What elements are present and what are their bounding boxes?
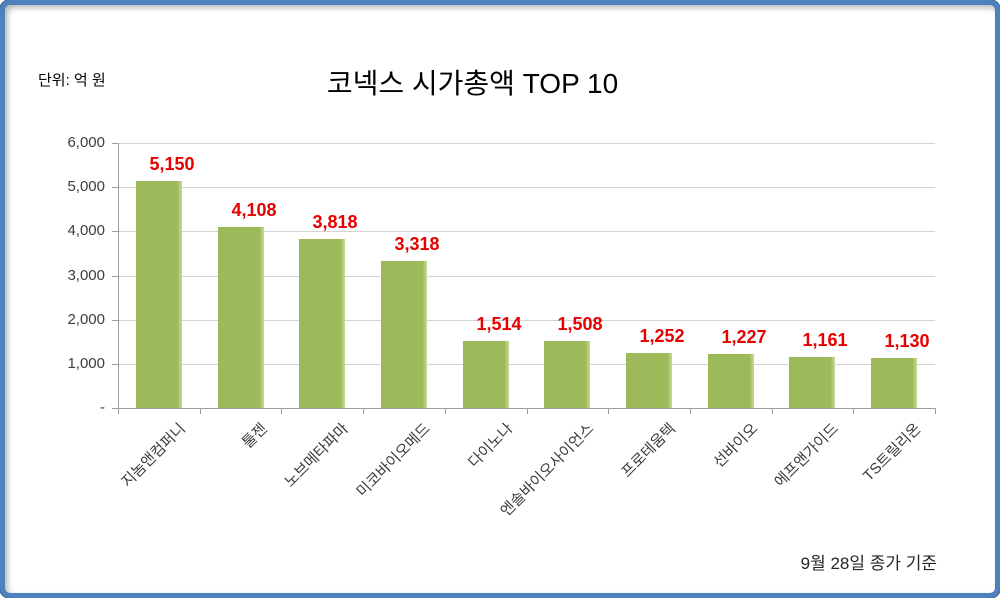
y-axis-label: 1,000 — [67, 355, 105, 372]
gridline — [118, 143, 935, 144]
footnote: 9월 28일 종가 기준 — [800, 554, 937, 573]
gridline — [118, 364, 935, 365]
bar-value-label: 3,818 — [312, 212, 358, 232]
y-axis-label: 2,000 — [67, 311, 105, 328]
category-label: 지놈앤컴퍼니 — [118, 420, 190, 491]
gridline — [118, 320, 935, 321]
bar — [299, 239, 345, 408]
bar-value-label: 1,227 — [721, 327, 767, 347]
category-label: 에프앤가이드 — [771, 420, 843, 491]
y-axis-label: 6,000 — [67, 134, 105, 151]
bar — [463, 341, 509, 408]
unit-label: 단위: 억 원 — [38, 72, 106, 89]
x-tick — [281, 409, 282, 414]
category-label: 프로테움텍 — [618, 420, 680, 481]
y-tick — [112, 408, 118, 409]
x-tick — [118, 409, 119, 414]
category-label: 다이노나 — [465, 420, 517, 472]
bar — [218, 227, 264, 408]
x-tick — [200, 409, 201, 414]
bar — [708, 354, 754, 408]
bar — [789, 357, 835, 408]
y-axis-line — [118, 143, 119, 409]
bar-value-label: 5,150 — [149, 154, 195, 174]
y-axis-label: 3,000 — [67, 267, 105, 284]
gridline — [118, 187, 935, 188]
bar-value-label: 1,130 — [884, 331, 930, 351]
y-tick — [112, 231, 118, 232]
category-label: 툴젠 — [239, 420, 272, 452]
y-tick — [112, 143, 118, 144]
bar — [871, 358, 917, 408]
bar-value-label: 1,508 — [557, 314, 603, 334]
y-tick — [112, 320, 118, 321]
x-tick — [935, 409, 936, 414]
y-tick — [112, 276, 118, 277]
category-label: 노브메타파마 — [281, 420, 353, 491]
bar-value-label: 3,318 — [394, 234, 440, 254]
gridline — [118, 276, 935, 277]
category-label: 선바이오 — [710, 420, 762, 472]
y-axis-label: - — [100, 399, 105, 416]
x-tick — [445, 409, 446, 414]
category-label: TS트릴리온 — [859, 420, 925, 485]
bar — [626, 353, 672, 408]
x-tick — [527, 409, 528, 414]
bar-value-label: 1,514 — [476, 314, 522, 334]
gridline — [118, 231, 935, 232]
y-tick — [112, 364, 118, 365]
x-tick — [363, 409, 364, 414]
y-axis-label: 4,000 — [67, 222, 105, 239]
bar — [381, 261, 427, 408]
bar-value-label: 4,108 — [231, 200, 277, 220]
x-tick — [772, 409, 773, 414]
x-tick — [690, 409, 691, 414]
bar — [544, 341, 590, 408]
y-axis-label: 5,000 — [67, 178, 105, 195]
bar — [136, 181, 182, 408]
bar-value-label: 1,252 — [639, 326, 685, 346]
category-label: 미코바이오메드 — [353, 420, 435, 501]
chart-title: 코넥스 시가총액 TOP 10 — [326, 68, 619, 99]
x-tick — [608, 409, 609, 414]
x-axis-line — [118, 408, 936, 409]
y-tick — [112, 187, 118, 188]
bar-value-label: 1,161 — [802, 330, 848, 350]
x-tick — [853, 409, 854, 414]
